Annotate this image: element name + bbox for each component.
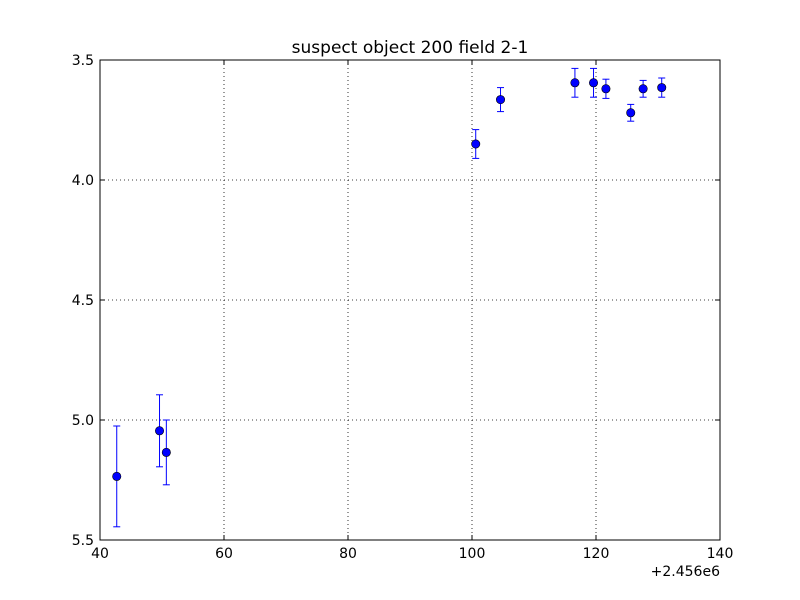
axis-ticks [99,59,721,541]
x-tick-label: 60 [215,546,233,562]
chart-title: suspect object 200 field 2-1 [292,38,529,58]
data-point [471,139,481,149]
data-point [601,84,611,94]
y-tick-label: 4.0 [72,173,94,189]
x-tick-label: 120 [583,546,610,562]
y-tick-label: 3.5 [72,53,94,69]
data-point [589,78,599,88]
y-tick-label: 4.5 [72,293,94,309]
x-tick-label: 100 [459,546,486,562]
x-tick-label: 40 [91,546,109,562]
y-tick-label: 5.0 [72,413,94,429]
y-tick-label: 5.5 [72,533,94,549]
y-tick-labels: 3.5 4.0 4.5 5.0 5.5 [72,53,94,549]
x-tick-labels: 40 60 80 100 120 140 [91,546,733,562]
data-points [112,78,667,481]
x-offset-label: +2.456e6 [651,564,720,580]
data-point [496,95,506,105]
data-point [638,84,648,94]
data-point [112,471,122,481]
data-point [570,78,580,88]
x-tick-label: 80 [339,546,357,562]
x-tick-label: 140 [707,546,734,562]
data-point [626,108,636,118]
data-point [161,447,171,457]
data-point [657,83,667,93]
data-point [155,426,165,436]
